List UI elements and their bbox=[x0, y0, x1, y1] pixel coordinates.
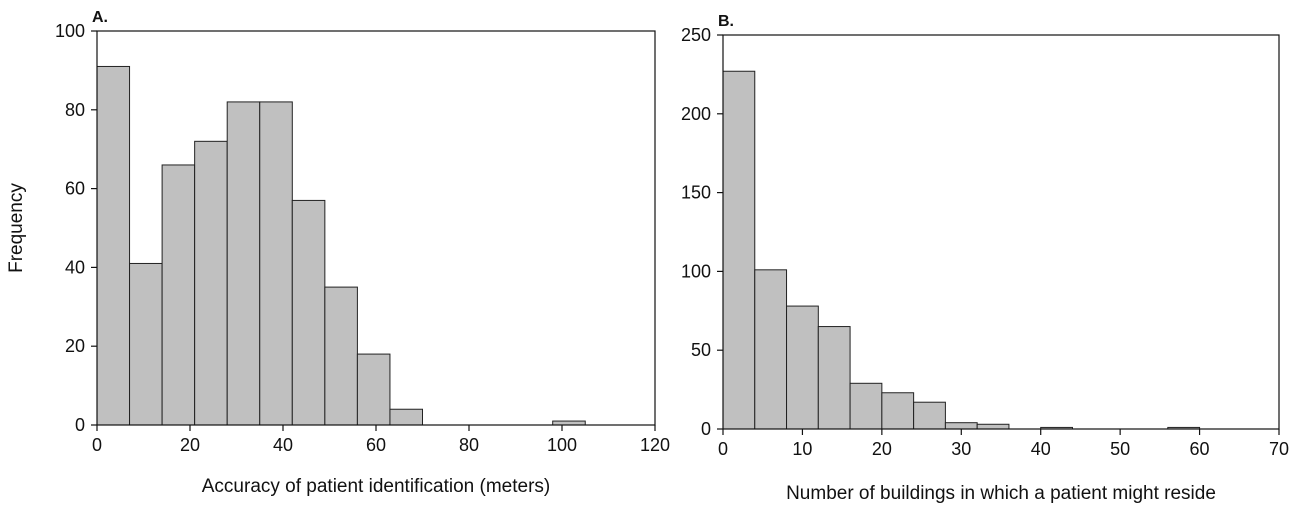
x-axis-label: Number of buildings in which a patient m… bbox=[786, 483, 1216, 503]
x-axis-label: Accuracy of patient identification (mete… bbox=[202, 476, 551, 497]
y-tick-label: 20 bbox=[65, 336, 85, 356]
x-tick-label: 50 bbox=[1110, 439, 1130, 459]
y-tick-label: 100 bbox=[55, 21, 85, 41]
x-tick-label: 80 bbox=[459, 435, 479, 455]
histogram-bar bbox=[913, 401, 946, 430]
y-tick-label: 150 bbox=[681, 183, 711, 203]
histogram-bar bbox=[356, 353, 391, 426]
histogram-bar bbox=[129, 262, 163, 426]
y-tick-label: 60 bbox=[65, 179, 85, 199]
x-tick-label: 40 bbox=[273, 435, 293, 455]
x-tick-label: 120 bbox=[640, 435, 670, 455]
histogram-bar bbox=[849, 382, 883, 430]
y-tick-label: 0 bbox=[701, 419, 711, 439]
panel-label: B. bbox=[718, 13, 734, 30]
histogram-bar bbox=[881, 392, 915, 430]
x-tick-label: 60 bbox=[366, 435, 386, 455]
y-axis-label: Frequency bbox=[6, 183, 27, 273]
histogram-bar bbox=[389, 408, 424, 426]
x-tick-label: 20 bbox=[180, 435, 200, 455]
y-tick-label: 100 bbox=[681, 261, 711, 281]
histogram-bar bbox=[976, 423, 1010, 430]
histogram-bar bbox=[194, 140, 228, 426]
histogram-bar bbox=[324, 286, 358, 426]
x-tick-label: 60 bbox=[1190, 439, 1210, 459]
y-tick-label: 40 bbox=[65, 257, 85, 277]
panel-a: 0 20 40 60 80 100 120 0 20 40 60 80 100 Accuracy of p… bbox=[6, 9, 670, 497]
histogram-bar bbox=[96, 65, 131, 426]
x-tick-label: 30 bbox=[951, 439, 971, 459]
panel-b: 0 10 20 30 40 50 60 70 0 50 100 150 200 250 Number of … bbox=[681, 13, 1289, 504]
histogram-bar bbox=[754, 269, 788, 430]
x-tick-label: 70 bbox=[1269, 439, 1289, 459]
x-tick-label: 20 bbox=[872, 439, 892, 459]
histogram-bar bbox=[722, 70, 756, 430]
y-tick-label: 80 bbox=[65, 100, 85, 120]
histogram-bar bbox=[944, 422, 978, 430]
panel-label: A. bbox=[92, 9, 108, 26]
x-tick-label: 40 bbox=[1031, 439, 1051, 459]
x-tick-label: 10 bbox=[792, 439, 812, 459]
x-tick-label: 0 bbox=[92, 435, 102, 455]
histogram-bar bbox=[226, 101, 261, 426]
histogram-bar bbox=[161, 164, 196, 426]
histogram-bar bbox=[786, 305, 819, 430]
histogram-bar bbox=[291, 199, 326, 426]
x-tick-label: 0 bbox=[718, 439, 728, 459]
y-tick-label: 50 bbox=[691, 340, 711, 360]
y-tick-label: 200 bbox=[681, 104, 711, 124]
plot-frame bbox=[722, 34, 1280, 430]
x-tick-label: 100 bbox=[547, 435, 577, 455]
histogram-bar bbox=[259, 101, 293, 426]
histogram-bar bbox=[817, 326, 851, 430]
y-tick-label: 250 bbox=[681, 25, 711, 45]
y-tick-label: 0 bbox=[75, 415, 85, 435]
